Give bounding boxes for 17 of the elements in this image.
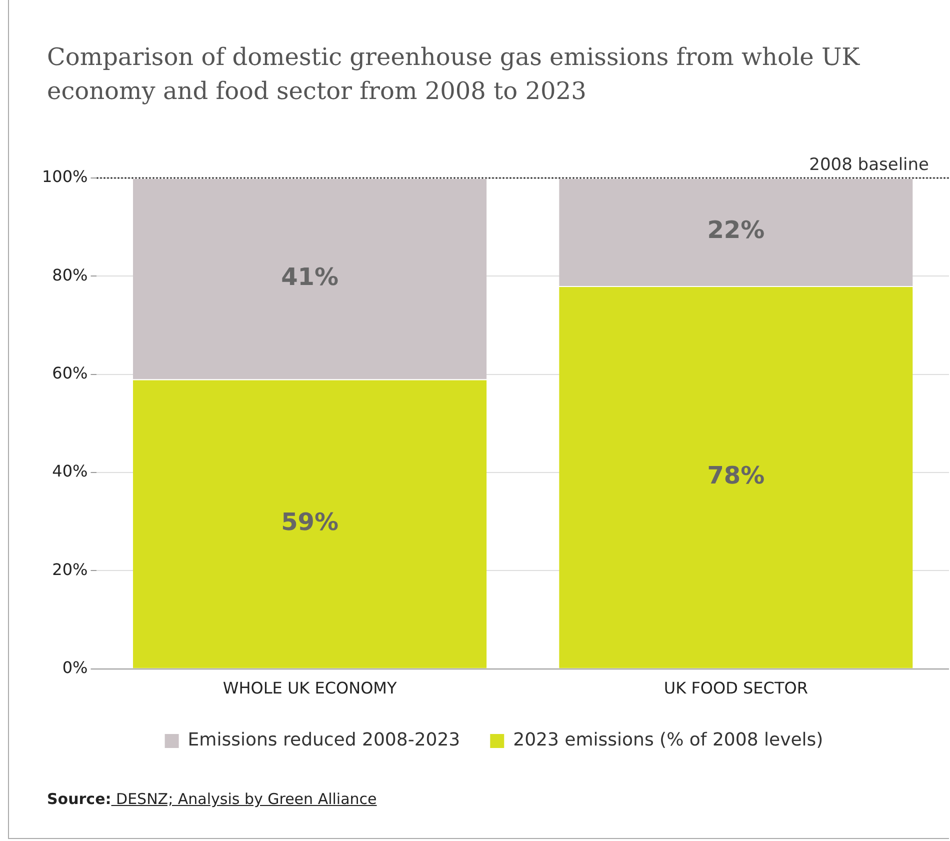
y-tick-label: 0% <box>62 658 88 677</box>
ref-line-label: 2008 baseline <box>809 154 929 175</box>
y-tick-label: 20% <box>52 560 88 579</box>
y-tick-label: 80% <box>52 265 88 284</box>
y-tick-label: 100% <box>42 167 88 186</box>
data-label: 59% <box>281 508 339 536</box>
legend-label: Emissions reduced 2008-2023 <box>188 730 460 751</box>
x-tick-label: UK FOOD SECTOR <box>664 678 808 698</box>
data-label: 41% <box>281 262 339 291</box>
data-label: 78% <box>707 461 765 490</box>
chart-title: Comparison of domestic greenhouse gas emissions from whole UK economy and food sector from 2008 to 2023 <box>47 42 861 107</box>
y-tick-label: 40% <box>52 462 88 481</box>
y-tick-label: 60% <box>52 363 88 382</box>
x-tick-label: WHOLE UK ECONOMY <box>222 678 397 698</box>
data-label: 22% <box>707 216 765 244</box>
source-note: Source: DESNZ; Analysis by Green Alliance <box>47 790 377 808</box>
legend-label: 2023 emissions (% of 2008 levels) <box>513 730 824 751</box>
